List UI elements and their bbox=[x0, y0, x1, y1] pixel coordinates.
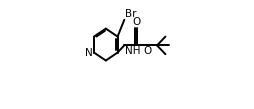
Text: O: O bbox=[144, 46, 152, 56]
Text: N: N bbox=[85, 48, 93, 58]
Text: NH: NH bbox=[125, 46, 140, 56]
Text: Br: Br bbox=[125, 9, 137, 19]
Text: O: O bbox=[132, 16, 140, 26]
